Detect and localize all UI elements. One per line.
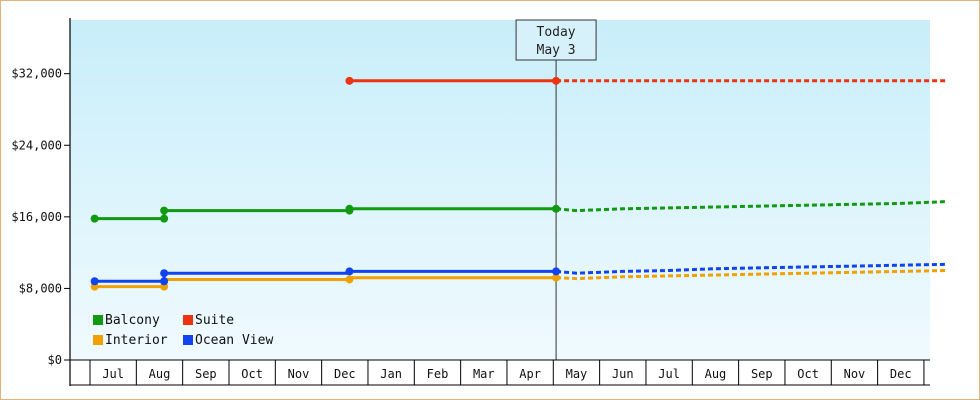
legend: Balcony Suite Interior Ocean View — [93, 313, 273, 348]
x-tick-label: May — [566, 367, 588, 381]
today-label-box — [515, 19, 597, 61]
series-layer — [90, 76, 948, 291]
actual-line — [94, 276, 557, 289]
series-balcony — [90, 200, 948, 223]
today-marker: Today May 3 — [515, 19, 597, 360]
data-point — [552, 273, 561, 282]
data-point — [90, 214, 99, 223]
data-point — [160, 206, 169, 215]
x-tick-label: Nov — [288, 367, 310, 381]
legend-swatch — [93, 335, 103, 345]
forecast-line — [556, 269, 948, 281]
x-tick-label: Dec — [890, 367, 912, 381]
x-tick-label: Oct — [241, 367, 263, 381]
x-tick-label: Nov — [844, 367, 866, 381]
x-tick-label: Jul — [102, 367, 124, 381]
x-tick-label: Mar — [473, 367, 495, 381]
data-point — [160, 277, 169, 286]
data-point — [552, 204, 561, 213]
data-point — [552, 76, 561, 85]
legend-label: Interior — [105, 333, 168, 348]
data-point — [552, 267, 561, 276]
axes: $0 $8,000 $16,000 $24,000 $32,000 Jul Aug Sep Oc… — [11, 18, 930, 386]
legend-item: Interior — [93, 333, 168, 348]
data-point — [160, 214, 169, 223]
x-tick-label: Dec — [334, 367, 356, 381]
legend-label: Suite — [195, 313, 234, 328]
legend-item: Suite — [183, 313, 234, 328]
forecast-line — [555, 262, 948, 275]
series-ocean-view — [90, 262, 948, 286]
x-tick-label: Jan — [380, 367, 402, 381]
x-tick-label: Aug — [705, 367, 727, 381]
x-tick-label: Apr — [519, 367, 541, 381]
legend-swatch — [183, 315, 193, 325]
data-point — [345, 204, 354, 213]
y-tick-label: $0 — [48, 353, 62, 367]
actual-line — [94, 207, 557, 221]
data-point — [160, 269, 169, 278]
y-tick-label: $16,000 — [11, 210, 62, 224]
data-point — [345, 275, 354, 284]
x-tick-label: Sep — [195, 367, 217, 381]
legend-swatch — [183, 335, 193, 345]
today-label-line2: May 3 — [537, 43, 576, 58]
legend-item: Balcony — [93, 313, 160, 328]
legend-label: Balcony — [105, 313, 160, 328]
legend-item: Ocean View — [183, 333, 273, 348]
x-tick-label: Aug — [149, 367, 171, 381]
forecast-line — [555, 200, 948, 213]
data-point — [345, 267, 354, 276]
legend-swatch — [93, 315, 103, 325]
legend-label: Ocean View — [195, 333, 273, 348]
series-suite — [345, 76, 948, 85]
today-label-line1: Today — [537, 25, 576, 40]
y-tick-label: $32,000 — [11, 67, 62, 81]
x-tick-label: Feb — [427, 367, 449, 381]
plot-area — [70, 20, 930, 360]
x-tick-label: Sep — [751, 367, 773, 381]
data-point — [345, 76, 354, 85]
y-tick-label: $24,000 — [11, 138, 62, 152]
actual-line — [94, 269, 557, 283]
x-tick-label: Jun — [612, 367, 634, 381]
y-tick-label: $8,000 — [19, 281, 62, 295]
x-tick-label: Jul — [658, 367, 680, 381]
data-point — [90, 277, 99, 286]
x-tick-label: Oct — [797, 367, 819, 381]
